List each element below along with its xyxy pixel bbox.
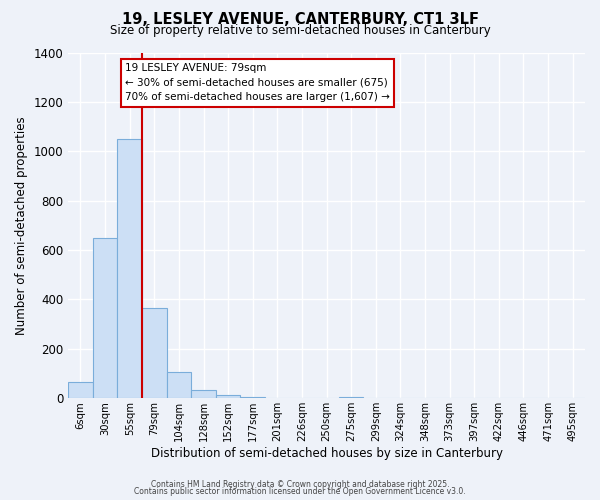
- Text: Contains HM Land Registry data © Crown copyright and database right 2025.: Contains HM Land Registry data © Crown c…: [151, 480, 449, 489]
- Bar: [167, 372, 191, 398]
- X-axis label: Distribution of semi-detached houses by size in Canterbury: Distribution of semi-detached houses by …: [151, 447, 503, 460]
- Bar: [216, 394, 241, 398]
- Bar: [339, 397, 364, 398]
- Text: 19, LESLEY AVENUE, CANTERBURY, CT1 3LF: 19, LESLEY AVENUE, CANTERBURY, CT1 3LF: [121, 12, 479, 28]
- Bar: [142, 308, 167, 398]
- Text: 19 LESLEY AVENUE: 79sqm
← 30% of semi-detached houses are smaller (675)
70% of s: 19 LESLEY AVENUE: 79sqm ← 30% of semi-de…: [125, 63, 390, 102]
- Bar: [241, 397, 265, 398]
- Bar: [68, 382, 93, 398]
- Bar: [93, 238, 118, 398]
- Bar: [191, 390, 216, 398]
- Text: Size of property relative to semi-detached houses in Canterbury: Size of property relative to semi-detach…: [110, 24, 490, 37]
- Bar: [118, 139, 142, 398]
- Text: Contains public sector information licensed under the Open Government Licence v3: Contains public sector information licen…: [134, 487, 466, 496]
- Y-axis label: Number of semi-detached properties: Number of semi-detached properties: [15, 116, 28, 334]
